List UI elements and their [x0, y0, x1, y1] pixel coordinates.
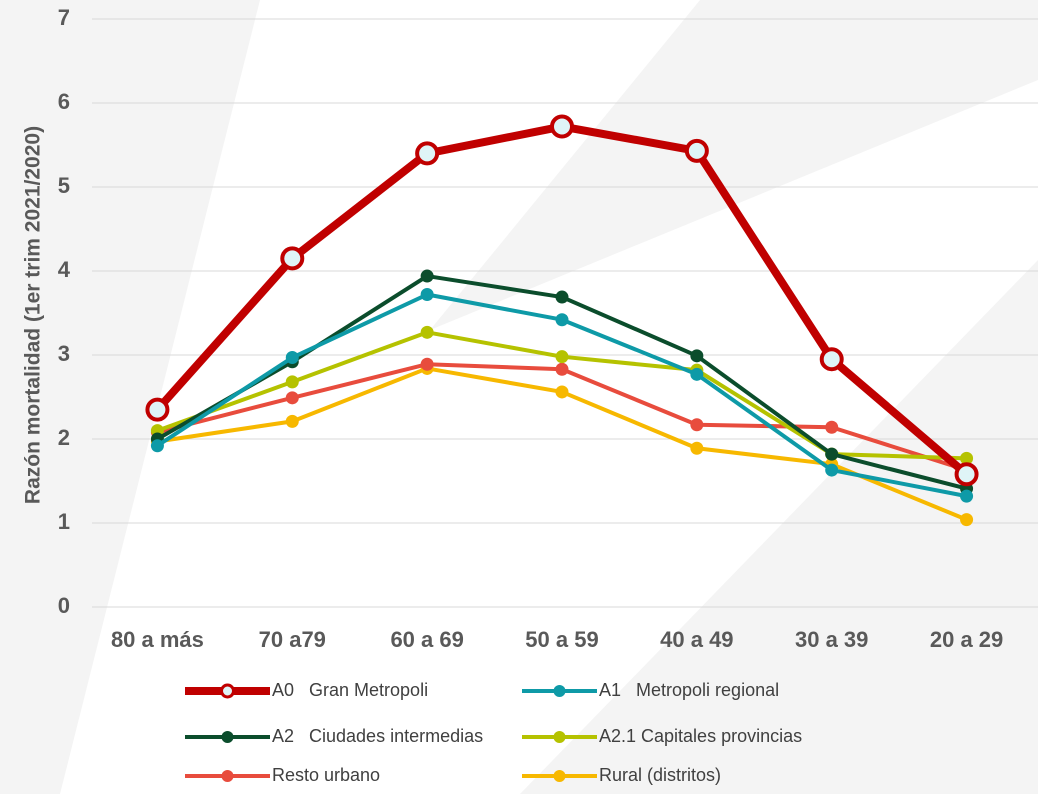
legend-label: A2 Ciudades intermedias [272, 726, 483, 746]
x-tick-label: 80 a más [111, 627, 204, 652]
legend-marker [221, 770, 234, 782]
legend-label: A0 Gran Metropoli [272, 680, 428, 700]
point [690, 349, 704, 363]
series-line [156, 274, 968, 491]
background-shape [0, 0, 260, 794]
legend-label: Resto urbano [272, 765, 380, 785]
x-tick-label: 30 a 39 [795, 627, 868, 652]
x-tick-label: 70 a79 [259, 627, 326, 652]
point [285, 414, 299, 428]
legend-marker [553, 685, 566, 697]
point [555, 350, 569, 364]
legend-marker [220, 683, 235, 699]
x-tick-label: 60 a 69 [390, 627, 463, 652]
point [420, 288, 434, 302]
point [825, 420, 839, 434]
y-tick-label: 5 [58, 173, 70, 198]
point [150, 439, 164, 453]
point [550, 114, 574, 139]
point [690, 441, 704, 455]
point [420, 357, 434, 371]
point [555, 313, 569, 327]
point [960, 489, 974, 503]
y-tick-label: 1 [58, 509, 70, 534]
y-tick-label: 6 [58, 89, 70, 114]
point [420, 269, 434, 283]
point [285, 391, 299, 405]
y-tick-label: 4 [58, 257, 71, 282]
point [285, 375, 299, 389]
point [690, 367, 704, 381]
x-tick-label: 20 a 29 [930, 627, 1003, 652]
background-shape [430, 0, 1038, 330]
legend-marker [553, 770, 566, 782]
x-tick-label: 50 a 59 [525, 627, 598, 652]
point [285, 351, 299, 365]
point [684, 138, 709, 163]
y-tick-label: 3 [58, 341, 70, 366]
legend-label: A2.1 Capitales provincias [599, 726, 802, 746]
legend-label: Rural (distritos) [599, 765, 721, 785]
point [960, 513, 974, 527]
point [420, 325, 434, 339]
point [555, 385, 569, 399]
point [960, 451, 974, 465]
point [825, 463, 839, 477]
x-tick-label: 40 a 49 [660, 627, 733, 652]
y-axis-label: Razón mortalidad (1er trim 2021/2020) [22, 126, 45, 504]
point [280, 246, 305, 271]
legend-marker [221, 731, 234, 743]
point [954, 462, 979, 487]
point [145, 397, 170, 422]
legend-marker [553, 731, 566, 743]
point [415, 141, 440, 166]
legend-label: A1 Metropoli regional [599, 680, 779, 700]
y-tick-label: 7 [58, 5, 70, 30]
point [825, 447, 839, 461]
point [819, 347, 844, 372]
y-tick-label: 2 [58, 425, 70, 450]
point [555, 290, 569, 304]
point [555, 362, 569, 376]
y-tick-label: 0 [58, 593, 70, 618]
point [690, 418, 704, 432]
background-shape [520, 260, 1038, 794]
